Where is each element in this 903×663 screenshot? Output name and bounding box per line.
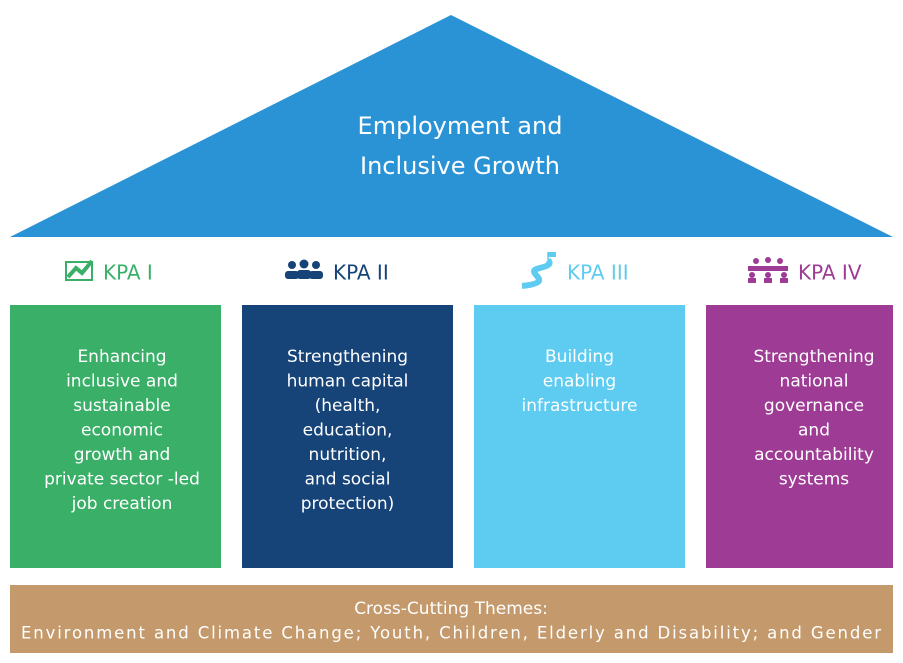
kpa-label: KPA III <box>567 261 629 285</box>
kpa-text: job creation <box>71 494 173 514</box>
kpa-text: national <box>780 372 849 392</box>
growth-icon <box>65 259 94 281</box>
kpa-box <box>10 305 221 568</box>
kpa-text: Strengthening <box>287 347 408 367</box>
themes-bar <box>10 585 893 653</box>
meeting-icon <box>748 257 788 283</box>
kpa-text: Enhancing <box>77 347 166 367</box>
kpa-box <box>242 305 453 568</box>
people-icon <box>285 259 323 279</box>
kpa-text: governance <box>764 396 864 416</box>
kpa-label: KPA II <box>333 261 389 285</box>
kpa-text: nutrition, <box>309 445 387 465</box>
kpa-label: KPA I <box>103 261 153 285</box>
kpa-text: Strengthening <box>753 347 874 367</box>
kpa-text: protection) <box>301 494 394 514</box>
road-icon <box>521 252 556 289</box>
kpa-text: infrastructure <box>521 396 637 416</box>
kpa-text: sustainable <box>73 396 170 416</box>
themes-text: Cross-Cutting Themes: <box>354 599 548 619</box>
kpa-text: education, <box>303 421 393 441</box>
kpa-box <box>474 305 685 568</box>
kpa-text: inclusive and <box>66 372 178 392</box>
kpa-text: and <box>798 421 830 441</box>
kpa-label: KPA IV <box>798 261 862 285</box>
roof-title: Employment and <box>358 112 563 140</box>
roof <box>10 15 893 237</box>
kpa-text: enabling <box>543 372 616 392</box>
kpa-text: accountability <box>754 445 874 465</box>
kpa-text: systems <box>779 470 849 490</box>
kpa-text: human capital <box>287 372 409 392</box>
kpa-text: Building <box>545 347 614 367</box>
kpa-text: private sector -led <box>44 470 200 490</box>
kpa-box <box>706 305 893 568</box>
kpa-text: growth and <box>74 445 171 465</box>
kpa-text: (health, <box>315 396 381 416</box>
kpa-text: and social <box>305 470 391 490</box>
kpa-text: economic <box>81 421 163 441</box>
roof-title: Inclusive Growth <box>360 152 560 180</box>
